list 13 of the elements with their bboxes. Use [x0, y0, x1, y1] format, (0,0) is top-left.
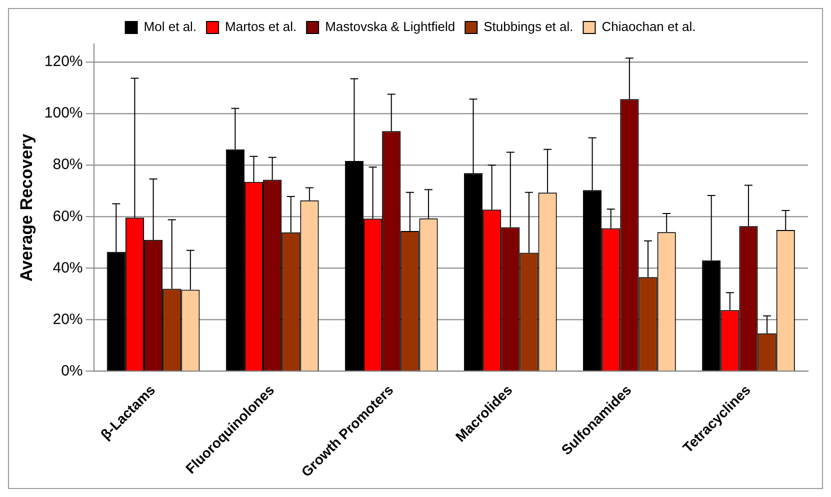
y-tick-label: 60%	[52, 208, 83, 225]
legend-label: Martos et al.	[225, 19, 297, 34]
legend-label: Mastovska & Lightfield	[325, 19, 456, 34]
y-tick-label: 20%	[52, 310, 83, 328]
y-tick-label: 120%	[44, 53, 83, 70]
y-tick-label: 100%	[44, 104, 83, 122]
legend-label: Chiaochan et al.	[602, 19, 696, 34]
y-tick-label: 0%	[61, 362, 83, 380]
y-tick-label: 80%	[52, 156, 83, 174]
y-axis-title: Average Recovery	[16, 133, 36, 282]
legend-label: Mol et al.	[144, 19, 197, 34]
y-tick-label: 40%	[52, 259, 83, 276]
legend-label: Stubbings et al.	[484, 19, 574, 34]
